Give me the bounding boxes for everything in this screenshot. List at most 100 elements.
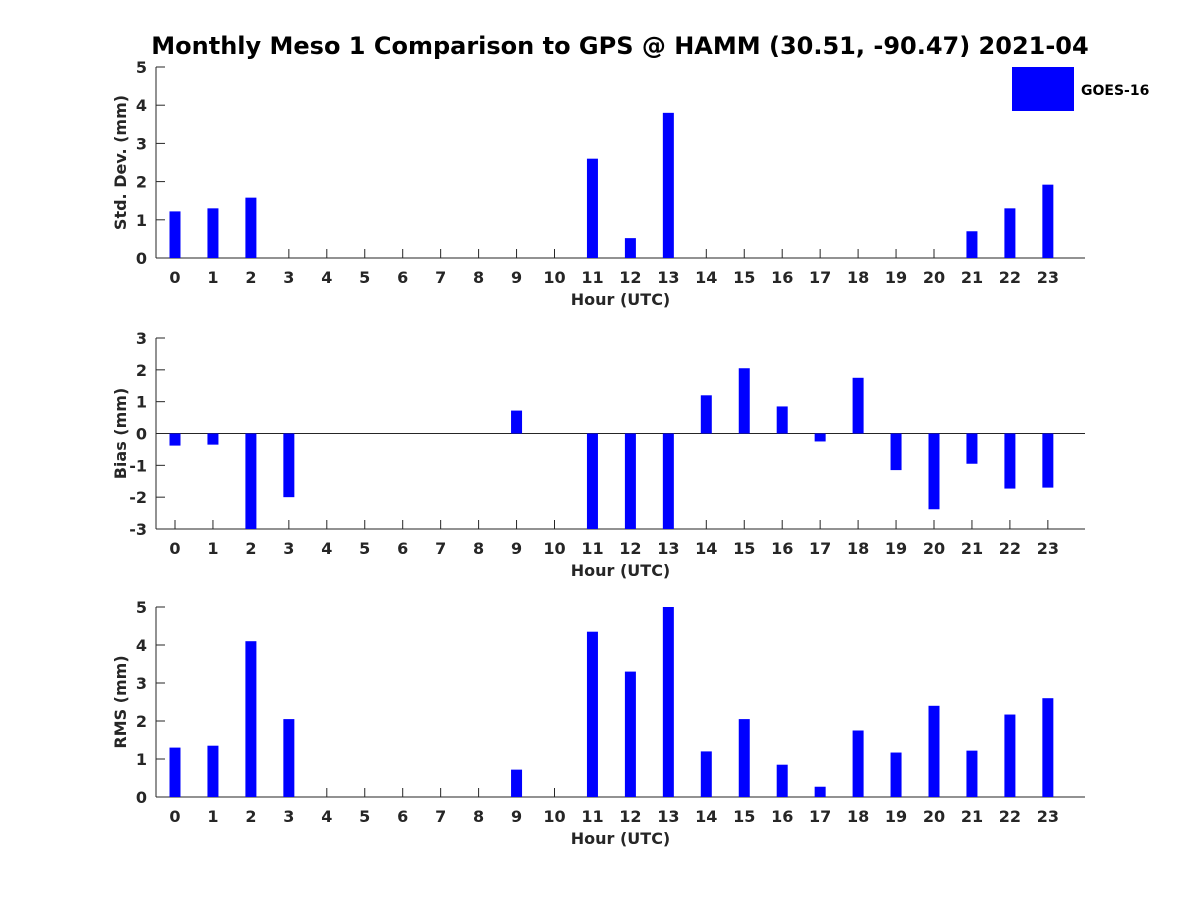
x-tick-label: 2 <box>245 807 256 826</box>
x-tick-label: 7 <box>435 268 446 287</box>
chart-title: Monthly Meso 1 Comparison to GPS @ HAMM … <box>151 32 1088 60</box>
legend-label: GOES-16 <box>1081 83 1149 99</box>
y-tick-label: 3 <box>136 674 147 693</box>
bar-hour-1 <box>207 433 219 445</box>
bar-hour-21 <box>966 433 978 464</box>
bar-hour-14 <box>700 751 712 797</box>
bar-hour-17 <box>814 433 826 442</box>
bar-hour-3 <box>283 719 295 797</box>
bar-hour-18 <box>852 730 864 797</box>
x-tick-label: 1 <box>207 539 218 558</box>
x-axis-label: Hour (UTC) <box>571 829 671 848</box>
x-tick-label: 0 <box>169 539 180 558</box>
bar-hour-23 <box>1042 433 1054 488</box>
x-tick-label: 7 <box>435 539 446 558</box>
y-tick-label: -3 <box>129 520 147 539</box>
bar-hour-20 <box>928 705 940 797</box>
x-tick-label: 8 <box>473 807 484 826</box>
y-tick-label: 5 <box>136 598 147 617</box>
bar-hour-13 <box>662 607 674 797</box>
x-tick-label: 8 <box>473 268 484 287</box>
bar-hour-15 <box>738 719 750 797</box>
x-tick-label: 15 <box>733 807 755 826</box>
x-tick-label: 17 <box>809 539 831 558</box>
x-axis-label: Hour (UTC) <box>571 561 671 580</box>
x-tick-label: 18 <box>847 268 869 287</box>
legend-swatch <box>1012 67 1074 111</box>
x-tick-label: 15 <box>733 539 755 558</box>
x-tick-label: 4 <box>321 539 332 558</box>
x-tick-label: 9 <box>511 807 522 826</box>
x-tick-label: 20 <box>923 268 945 287</box>
bar-hour-15 <box>738 368 750 434</box>
x-axis-label: Hour (UTC) <box>571 290 671 309</box>
x-tick-label: 9 <box>511 268 522 287</box>
x-tick-label: 2 <box>245 268 256 287</box>
y-tick-label: 0 <box>136 425 147 444</box>
x-tick-label: 17 <box>809 268 831 287</box>
x-tick-label: 12 <box>619 807 641 826</box>
y-tick-label: 3 <box>136 329 147 348</box>
y-tick-label: 2 <box>136 173 147 192</box>
y-tick-label: 1 <box>136 750 147 769</box>
x-tick-label: 23 <box>1037 539 1059 558</box>
bar-hour-22 <box>1004 433 1016 489</box>
bar-hour-22 <box>1004 714 1016 797</box>
y-tick-label: 3 <box>136 134 147 153</box>
x-tick-label: 14 <box>695 807 717 826</box>
x-tick-label: 22 <box>999 807 1021 826</box>
bar-hour-19 <box>890 433 902 471</box>
bar-hour-12 <box>624 238 636 258</box>
x-tick-label: 11 <box>581 539 603 558</box>
y-axis-label: Bias (mm) <box>111 388 130 480</box>
x-tick-label: 23 <box>1037 807 1059 826</box>
bar-hour-18 <box>852 377 864 434</box>
bar-hour-11 <box>586 433 598 529</box>
x-tick-label: 4 <box>321 268 332 287</box>
bar-hour-20 <box>928 433 940 510</box>
x-tick-label: 21 <box>961 807 983 826</box>
bar-hour-13 <box>662 112 674 258</box>
x-tick-label: 23 <box>1037 268 1059 287</box>
bar-hour-14 <box>700 395 712 434</box>
bar-hour-17 <box>814 786 826 797</box>
x-tick-label: 12 <box>619 539 641 558</box>
x-tick-label: 8 <box>473 539 484 558</box>
bar-hour-21 <box>966 231 978 258</box>
x-tick-label: 14 <box>695 268 717 287</box>
y-axis-label: RMS (mm) <box>111 655 130 748</box>
x-tick-label: 16 <box>771 807 793 826</box>
x-tick-label: 16 <box>771 268 793 287</box>
x-tick-label: 1 <box>207 807 218 826</box>
x-tick-label: 1 <box>207 268 218 287</box>
x-tick-label: 19 <box>885 807 907 826</box>
bar-hour-1 <box>207 208 219 258</box>
x-tick-label: 18 <box>847 807 869 826</box>
x-tick-label: 18 <box>847 539 869 558</box>
x-tick-label: 21 <box>961 268 983 287</box>
bar-hour-0 <box>169 433 181 446</box>
y-tick-label: -1 <box>129 456 147 475</box>
bar-hour-23 <box>1042 184 1054 258</box>
bar-hour-2 <box>245 433 257 529</box>
bar-hour-19 <box>890 752 902 797</box>
y-tick-label: 1 <box>136 211 147 230</box>
y-tick-label: 2 <box>136 361 147 380</box>
bar-hour-13 <box>662 433 674 529</box>
bar-hour-23 <box>1042 698 1054 797</box>
y-tick-label: 0 <box>136 249 147 268</box>
bar-hour-21 <box>966 750 978 797</box>
x-tick-label: 5 <box>359 539 370 558</box>
x-tick-label: 11 <box>581 807 603 826</box>
y-tick-label: -2 <box>129 488 147 507</box>
x-tick-label: 3 <box>283 807 294 826</box>
bar-hour-22 <box>1004 208 1016 258</box>
x-tick-label: 10 <box>543 807 565 826</box>
x-tick-label: 17 <box>809 807 831 826</box>
x-tick-label: 19 <box>885 268 907 287</box>
y-tick-label: 2 <box>136 712 147 731</box>
x-tick-label: 9 <box>511 539 522 558</box>
bar-hour-9 <box>511 410 523 434</box>
